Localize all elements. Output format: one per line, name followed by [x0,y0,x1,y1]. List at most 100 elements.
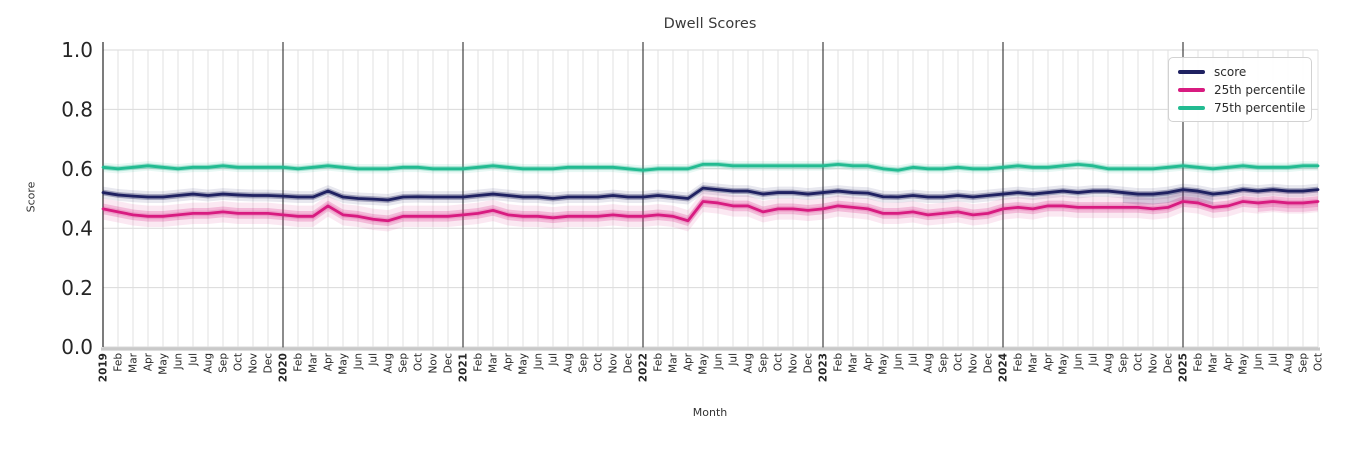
x-tick-label-month: Feb [833,353,845,372]
x-tick-label-month: Dec [803,353,815,374]
x-tick-label-month: Jun [533,353,545,370]
x-tick-label-month: May [338,353,350,375]
x-tick-label-month: Mar [308,352,320,372]
x-tick-label-month: May [698,353,710,375]
band-inner-75th-percentile [103,161,1318,173]
x-tick-label-month: Jun [713,353,725,370]
confidence-bands [103,159,1318,232]
x-tick-label-year: 2024 [998,353,1010,382]
x-tick-label-year: 2023 [818,353,830,382]
band-outer-score [103,182,1318,206]
x-tick-label-month: Feb [1013,353,1025,372]
x-tick-label-month: Jun [173,353,185,370]
y-tick-label: 0.6 [61,157,93,181]
x-tick-label-month: Nov [428,353,440,374]
x-tick-label-month: Feb [293,353,305,372]
x-tick-label-year: 2022 [638,353,650,382]
legend-label: 25th percentile [1214,83,1306,97]
x-tick-label-month: Feb [113,353,125,372]
x-tick-label-month: Oct [1133,353,1145,371]
x-tick-label-month: Feb [653,353,665,372]
legend-item-25th-percentile: 25th percentile [1178,83,1306,97]
x-axis-label: Month [692,406,728,419]
x-tick-label-month: Jun [1253,353,1265,370]
x-tick-label-month: Sep [1118,353,1130,373]
series-lines [101,161,1320,224]
y-axis-label: Score [24,181,38,213]
x-tick-label-month: Jul [368,353,380,367]
x-tick-label-month: Nov [968,353,980,374]
x-tick-label-month: Oct [953,353,965,371]
x-tick-label-month: Oct [233,353,245,371]
x-tick-label-month: Nov [248,353,260,374]
x-tick-label-month: Nov [788,353,800,374]
x-tick-labels: 2019 Feb Mar Apr May Jun Jul Aug Sep Oct Nov Dec 202… [98,352,1325,382]
band-outer-75th-percentile [103,159,1318,176]
x-tick-label-month: Apr [863,352,875,371]
x-tick-label-month: Feb [1193,353,1205,372]
x-tick-label-month: Oct [773,353,785,371]
x-tick-label-month: Apr [683,352,695,371]
x-tick-label-year: 2020 [278,353,290,382]
chart-title: Dwell Scores [663,16,757,32]
x-tick-label-month: Nov [1148,353,1160,374]
x-tick-label-month: Oct [1313,353,1325,371]
x-tick-label-month: Jun [893,353,905,370]
series-line-75th-percentile [101,162,1320,172]
x-tick-label-year: 2025 [1178,353,1190,382]
x-tick-label-month: Jul [908,353,920,367]
x-tick-label-month: Dec [1163,353,1175,374]
x-tick-label-month: Aug [1283,353,1295,374]
x-tick-label-month: Sep [578,353,590,373]
x-tick-label-month: Aug [923,353,935,374]
y-tick-label: 1.0 [61,38,93,62]
x-tick-label-month: Sep [938,353,950,373]
x-tick-label-month: Apr [323,352,335,371]
x-tick-label-month: May [518,353,530,375]
x-tick-label-year: 2021 [458,353,470,382]
legend-label: score [1214,65,1247,79]
series-line-score [101,186,1320,202]
x-tick-label-month: Aug [383,353,395,374]
x-tick-label-month: Mar [1028,352,1040,372]
x-tick-label-month: Dec [263,353,275,374]
x-tick-label-month: Aug [203,353,215,374]
legend-item-score: score [1178,65,1302,79]
x-tick-label-month: Sep [218,353,230,373]
x-tick-label-month: Sep [758,353,770,373]
x-tick-label-month: Apr [1043,352,1055,371]
x-tick-label-month: May [878,353,890,375]
y-tick-label: 0.0 [61,335,93,359]
x-tick-label-month: Dec [443,353,455,374]
legend-swatch-icon [1178,106,1205,110]
series-line-25th-percentile [101,200,1320,223]
x-tick-label-month: Feb [473,353,485,372]
band-outer-25th-percentile [103,190,1318,232]
legend-label: 75th percentile [1214,101,1306,115]
x-tick-label-month: Oct [413,353,425,371]
legend-swatch-icon [1178,88,1205,92]
x-tick-label-month: Oct [593,353,605,371]
legend: score 25th percentile 75th percentile [1168,57,1312,122]
x-tick-label-month: Aug [1103,353,1115,374]
x-tick-label-month: Apr [1223,352,1235,371]
x-tick-label-month: Aug [743,353,755,374]
x-tick-label-month: Mar [848,352,860,372]
band-anomaly-score [1123,189,1213,205]
x-tick-label-month: Jul [188,353,200,367]
y-tick-label: 0.2 [61,276,93,300]
y-tick-label: 0.8 [61,98,93,122]
x-tick-label-month: Mar [668,352,680,372]
x-tick-label-year: 2019 [98,353,110,382]
x-tick-label-month: Apr [143,352,155,371]
month-gridlines [102,50,1319,347]
x-tick-label-month: Jul [1268,353,1280,367]
band-inner-25th-percentile [103,196,1318,227]
x-tick-label-month: May [1058,353,1070,375]
x-tick-label-month: Sep [398,353,410,373]
x-tick-label-month: Apr [503,352,515,371]
x-tick-label-month: May [1238,353,1250,375]
x-tick-label-month: Mar [488,352,500,372]
